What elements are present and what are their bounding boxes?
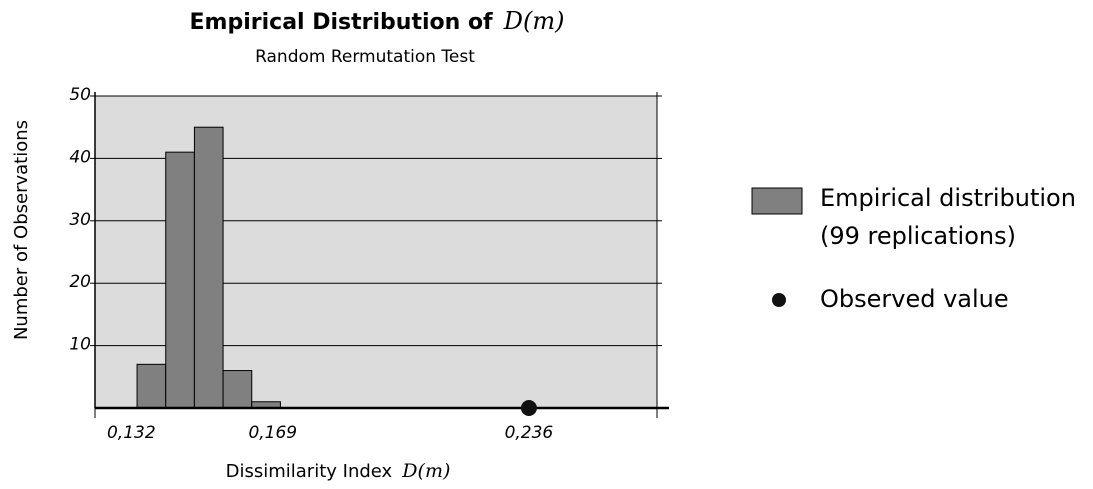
x-tick-label: 0,132 [107,423,156,443]
x-axis-label: Dissimilarity Index D(m) [226,460,451,482]
legend-point-swatch [772,293,786,307]
histogram-bar [136,363,167,409]
y-tick-label: 10 [69,335,91,355]
y-axis-label: Number of Observations [11,120,32,340]
y-tick-labels: 10 20 30 40 50 [69,85,662,355]
y-tick-label: 30 [69,210,91,230]
y-tick-label: 20 [69,272,91,292]
histogram-bar [222,370,253,409]
axes [94,92,669,410]
y-tick-label: 40 [69,147,91,167]
x-axis-label-math: D(m) [401,460,450,482]
observed-value-marker [520,400,537,416]
histogram-bar [165,151,195,409]
x-tick-label: 0,236 [505,423,554,443]
legend-bar-swatch [751,187,803,215]
y-tick-label: 50 [69,85,91,105]
chart-title: Empirical Distribution of D(m) [190,7,565,35]
chart-title-math: D(m) [503,7,565,35]
legend: Empirical distribution (99 replications)… [751,184,1076,313]
histogram-bar [193,126,224,409]
legend-item-observed: Observed value [820,285,1009,313]
histogram-bars [136,126,281,409]
legend-item-empirical: Empirical distribution [820,184,1076,212]
x-tick-labels: 0,132 0,169 0,236 [94,408,658,443]
x-tick-label: 0,169 [248,423,297,443]
svg-text:Empirical Distribution of: Empirical Distribution of D(m) [190,7,565,35]
legend-item-empirical-line2: (99 replications) [820,222,1016,250]
chart-subtitle: Random Rermutation Test [255,47,475,67]
observed-value-point [520,400,537,416]
x-axis-label-text: Dissimilarity Index [226,461,393,482]
chart-title-text: Empirical Distribution of [190,10,494,35]
